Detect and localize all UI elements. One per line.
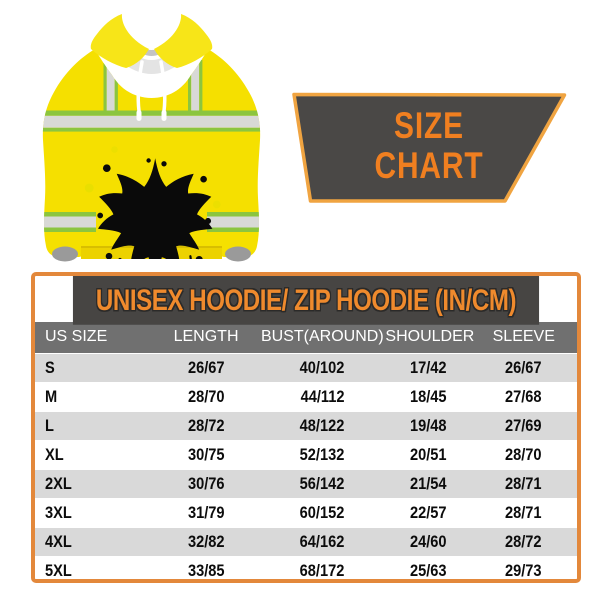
svg-text:CHART: CHART xyxy=(374,146,483,187)
svg-text:SIZE: SIZE xyxy=(394,106,464,147)
